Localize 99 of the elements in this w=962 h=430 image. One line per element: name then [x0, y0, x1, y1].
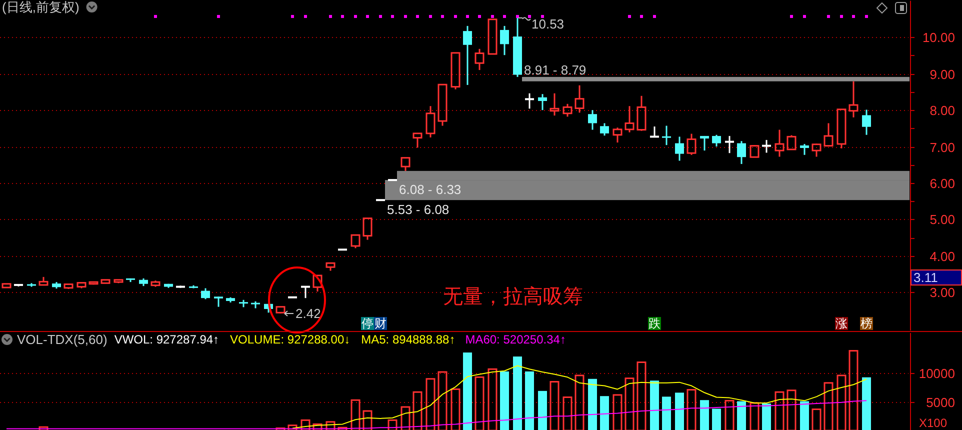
candlestick — [737, 140, 746, 165]
candlestick — [761, 139, 772, 154]
y-tick-label: 5.00 — [930, 212, 955, 228]
bar — [500, 371, 509, 430]
bar — [662, 396, 671, 430]
band-label: 5.53 - 6.08 — [387, 202, 450, 218]
bar — [412, 391, 422, 430]
bar — [612, 394, 622, 430]
candlestick — [100, 279, 110, 284]
bar — [636, 362, 646, 430]
text: MA5: 894888.88↑ — [361, 332, 456, 347]
y-tick-label: 6.00 — [930, 176, 955, 192]
candlestick — [600, 122, 609, 136]
bar — [400, 406, 410, 430]
bar — [450, 388, 460, 430]
bar — [362, 410, 372, 430]
bar — [824, 382, 834, 430]
bar — [538, 390, 547, 430]
bar — [474, 376, 484, 430]
line-series — [6, 400, 867, 430]
bar — [686, 389, 696, 430]
bar — [326, 421, 336, 430]
candlestick — [412, 132, 422, 148]
bar — [762, 404, 771, 430]
bar — [288, 424, 298, 430]
y-tick-label: 3.00 — [930, 285, 955, 300]
band-label: 8.91 - 8.79 — [524, 62, 586, 78]
bar — [624, 378, 634, 430]
y-tick-label: 10.00 — [922, 30, 955, 46]
bar — [388, 419, 398, 430]
candlestick — [488, 18, 498, 55]
bar — [426, 378, 436, 430]
bar — [862, 377, 871, 430]
annotation: 10.53 — [532, 16, 564, 32]
y-tick-label: 10000 — [918, 366, 955, 382]
candlestick — [214, 296, 223, 308]
candlestick — [662, 125, 671, 146]
bar — [712, 408, 721, 430]
candlestick — [649, 126, 660, 138]
candlestick — [848, 80, 858, 118]
bar — [550, 381, 560, 430]
bar — [276, 427, 286, 430]
bar — [574, 374, 584, 430]
annotation: VWOL: 927287.94↑ — [114, 332, 220, 347]
bar — [600, 396, 609, 430]
bar — [750, 402, 760, 430]
candlestick — [700, 135, 709, 152]
bar — [513, 356, 522, 430]
bar — [463, 352, 472, 430]
bar — [588, 378, 597, 430]
candlestick — [463, 25, 472, 86]
bar — [812, 408, 822, 430]
y-tick-label: 9.00 — [930, 67, 955, 82]
candlestick — [300, 286, 311, 299]
candlestick — [588, 109, 597, 131]
annotation: 2.42 — [296, 306, 321, 322]
chart-title: VOL-TDX(5,60) — [17, 332, 108, 348]
annotation: VOLUME: 927288.00↓ — [230, 332, 350, 347]
candlestick — [712, 134, 721, 148]
bar — [38, 426, 48, 430]
candlestick — [836, 108, 846, 150]
bar — [562, 396, 572, 430]
bar — [774, 391, 784, 430]
candlestick — [2, 283, 12, 288]
y-axis-title: X100 — [919, 416, 948, 430]
candlestick — [524, 92, 535, 110]
y-tick-label: 7.00 — [930, 140, 955, 156]
chart-title: (日线,前复权) — [2, 0, 80, 15]
bar — [300, 419, 310, 430]
y-tick-label: 4.00 — [930, 249, 955, 264]
text: MA60: 520250.34↑ — [465, 332, 566, 347]
text: 3.11 — [914, 270, 938, 286]
candlestick — [862, 108, 871, 136]
band-label: 6.08 - 6.33 — [399, 182, 462, 198]
bar — [724, 400, 734, 430]
candlestick — [201, 287, 210, 300]
bar — [525, 371, 534, 430]
line-series — [292, 365, 867, 429]
candlestick — [675, 136, 684, 162]
candlestick — [500, 25, 509, 56]
bar — [350, 399, 360, 430]
annotation: 无量，拉高吸筹 — [443, 285, 583, 308]
bar — [700, 400, 709, 430]
candlestick — [800, 143, 809, 156]
y-tick-label: 5000 — [926, 395, 955, 410]
bar — [312, 423, 322, 430]
candlestick — [538, 93, 547, 111]
y-tick-label: 8.00 — [930, 103, 955, 118]
bar — [800, 401, 809, 430]
bar — [338, 426, 348, 430]
bar — [650, 380, 659, 430]
bar — [848, 350, 858, 430]
bar — [836, 374, 846, 430]
bar — [438, 371, 448, 430]
bar — [675, 392, 684, 430]
bar — [488, 368, 498, 430]
candlestick — [724, 135, 735, 154]
bar — [786, 390, 796, 430]
bar — [737, 401, 746, 430]
